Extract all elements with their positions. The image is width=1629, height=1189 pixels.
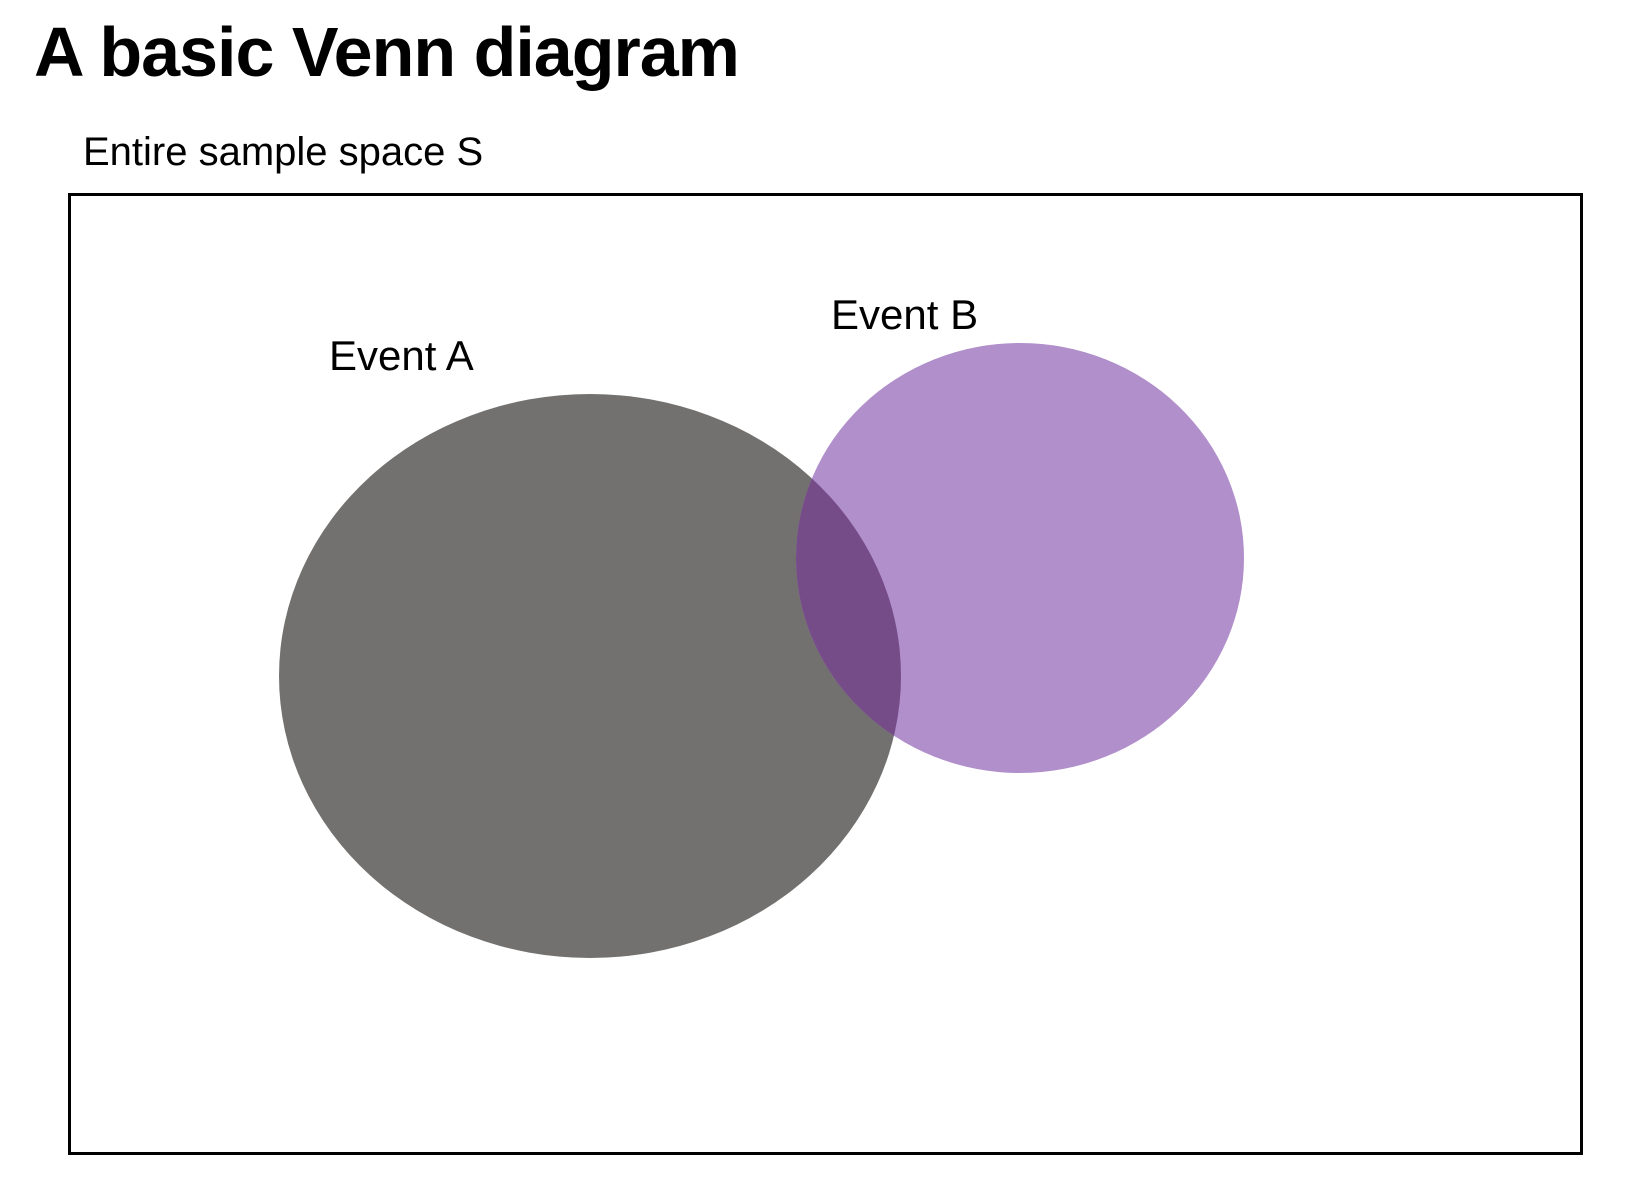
event-b-circle xyxy=(796,343,1244,773)
event-a-label: Event A xyxy=(329,332,474,379)
page-title: A basic Venn diagram xyxy=(34,13,740,91)
event-a-circle xyxy=(279,394,901,958)
sample-space-rectangle xyxy=(68,193,1583,1155)
event-b-label: Event B xyxy=(831,291,978,338)
sample-space-label: Entire sample space S xyxy=(83,130,484,174)
